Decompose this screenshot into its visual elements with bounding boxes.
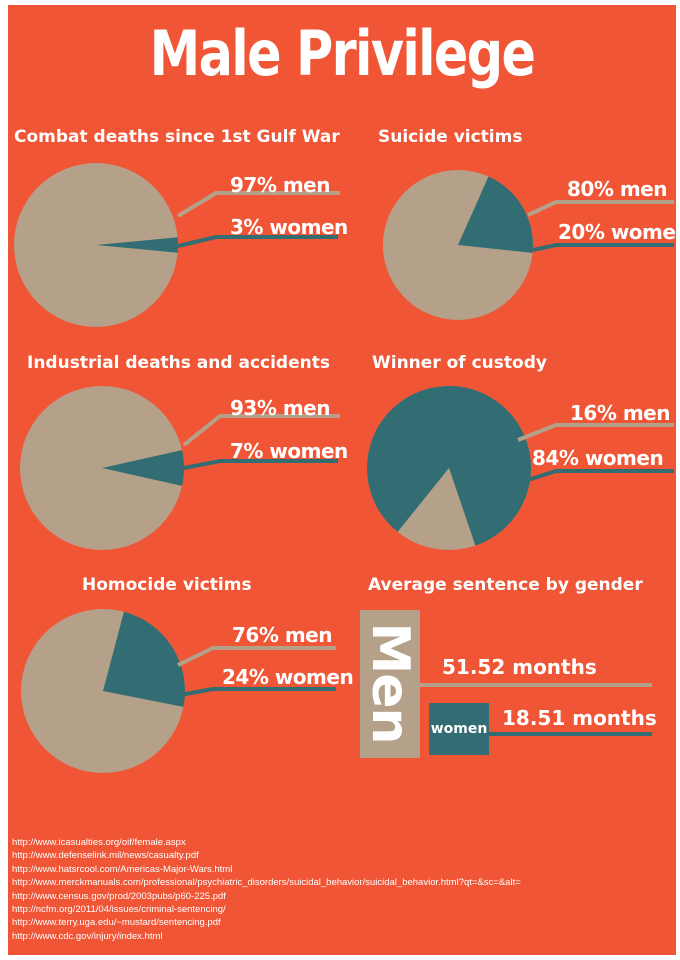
value-label-men: 51.52 months	[442, 655, 597, 679]
bar-women	[429, 703, 489, 755]
leader-line-women	[177, 235, 338, 248]
charts-layer	[14, 163, 674, 773]
source-url[interactable]: http://www.hatsrcool.com/Americas-Major-…	[12, 863, 233, 875]
leader-line-women	[183, 459, 338, 470]
label-combat-women: 3% women	[230, 215, 348, 239]
value-label-women: 18.51 months	[502, 706, 657, 730]
label-homocide-women: 24% women	[222, 665, 354, 689]
leader-line-men	[182, 414, 340, 447]
label-industrial-men: 93% men	[230, 396, 330, 420]
bar-men	[360, 610, 420, 758]
infographic-poster: Male Privilege Combat deaths since 1st G…	[8, 5, 676, 955]
bar-label-men: Men	[360, 622, 420, 744]
chart-title-homocide-victims: Homocide victims	[82, 575, 252, 595]
source-url[interactable]: http://ncfm.org/2011/04/issues/criminal-…	[12, 904, 226, 916]
leader-line-women	[532, 243, 674, 252]
source-url[interactable]: http://www.cdc.gov/injury/index.html	[12, 930, 163, 942]
pie-slice-women	[458, 176, 533, 253]
chart-title-winner-of-custody: Winner of custody	[372, 353, 547, 373]
main-title: Male Privilege	[149, 17, 536, 90]
leader-line-men	[517, 423, 674, 442]
source-url[interactable]: http://www.terry.uga.edu/~mustard/senten…	[12, 917, 221, 929]
source-url[interactable]: http://www.icasualties.org/oif/female.as…	[12, 837, 186, 848]
pie-slice-women	[367, 385, 531, 546]
label-custody-men: 16% men	[570, 401, 670, 425]
label-combat-men: 97% men	[230, 173, 330, 197]
label-suicide-men: 80% men	[567, 177, 667, 201]
source-url[interactable]: http://www.census.gov/prod/2003pubs/p60-…	[12, 890, 226, 902]
source-url[interactable]: http://www.defenselink.mil/news/casualty…	[12, 850, 199, 862]
leader-line-women	[179, 687, 336, 697]
leader-line-men	[527, 200, 674, 217]
leader-line-men	[177, 646, 336, 667]
source-url[interactable]: http://www.merckmanuals.com/professional…	[12, 877, 521, 889]
leader-line-men	[176, 191, 340, 218]
chart-title-suicide-victims: Suicide victims	[378, 127, 523, 147]
chart-title-industrial-deaths: Industrial deaths and accidents	[27, 353, 330, 373]
leader-line-women	[527, 469, 674, 482]
bar-label-women: women	[430, 721, 488, 737]
pie-slice-women	[96, 237, 178, 253]
chart-title-average-sentence: Average sentence by gender	[368, 575, 643, 595]
pie-slice-women	[103, 611, 185, 707]
chart-title-combat-deaths: Combat deaths since 1st Gulf War	[14, 127, 340, 147]
label-custody-women: 84% women	[532, 446, 664, 470]
label-homocide-men: 76% men	[232, 623, 332, 647]
label-suicide-women: 20% women	[558, 220, 676, 244]
pie-slice-women	[102, 450, 184, 486]
label-industrial-women: 7% women	[230, 439, 348, 463]
sources-list: http://www.icasualties.org/oif/female.as…	[12, 836, 672, 943]
